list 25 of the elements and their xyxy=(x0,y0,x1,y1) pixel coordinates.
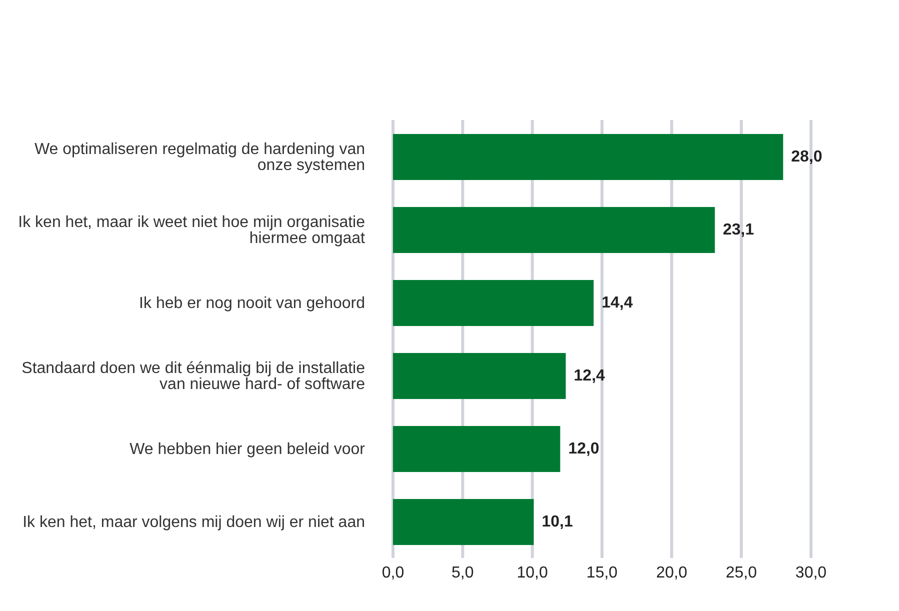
bar xyxy=(393,426,560,472)
y-tick-label: Ik ken het, maar ik weet niet hoe mijn organisatie hiermee omgaat xyxy=(18,214,366,248)
data-label: 10,1 xyxy=(542,514,573,530)
x-tick-label: 30,0 xyxy=(795,564,827,582)
x-tick-label: 25,0 xyxy=(726,564,758,582)
y-tick-label: Ik ken het, maar volgens mij doen wij er niet aan xyxy=(22,514,365,532)
y-tick-label: Ik heb er nog nooit van gehoord xyxy=(139,295,365,312)
y-tick-label: Standaard doen we dit éénmalig bij de installatie van nieuwe hard- of software xyxy=(22,360,366,394)
bar xyxy=(393,207,715,253)
data-label: 12,0 xyxy=(568,440,600,458)
bar xyxy=(393,353,566,399)
data-label: 23,1 xyxy=(722,222,754,238)
x-tick-label: 15,0 xyxy=(586,564,618,582)
bar xyxy=(393,280,594,326)
x-tick-label: 10,0 xyxy=(516,564,548,582)
data-label: 14,4 xyxy=(602,294,633,312)
x-tick-label: 20,0 xyxy=(656,564,688,582)
bar xyxy=(393,499,534,545)
y-tick-label: We hebben hier geen beleid voor xyxy=(130,441,366,458)
bar xyxy=(393,134,784,180)
data-label: 28,0 xyxy=(791,148,822,166)
y-tick-label: We optimaliseren regelmatig de hardening van onze systemen xyxy=(34,141,365,174)
x-tick-label: 5,0 xyxy=(452,564,474,582)
x-tick-label: 0,0 xyxy=(382,564,404,582)
data-label: 12,4 xyxy=(574,368,606,384)
